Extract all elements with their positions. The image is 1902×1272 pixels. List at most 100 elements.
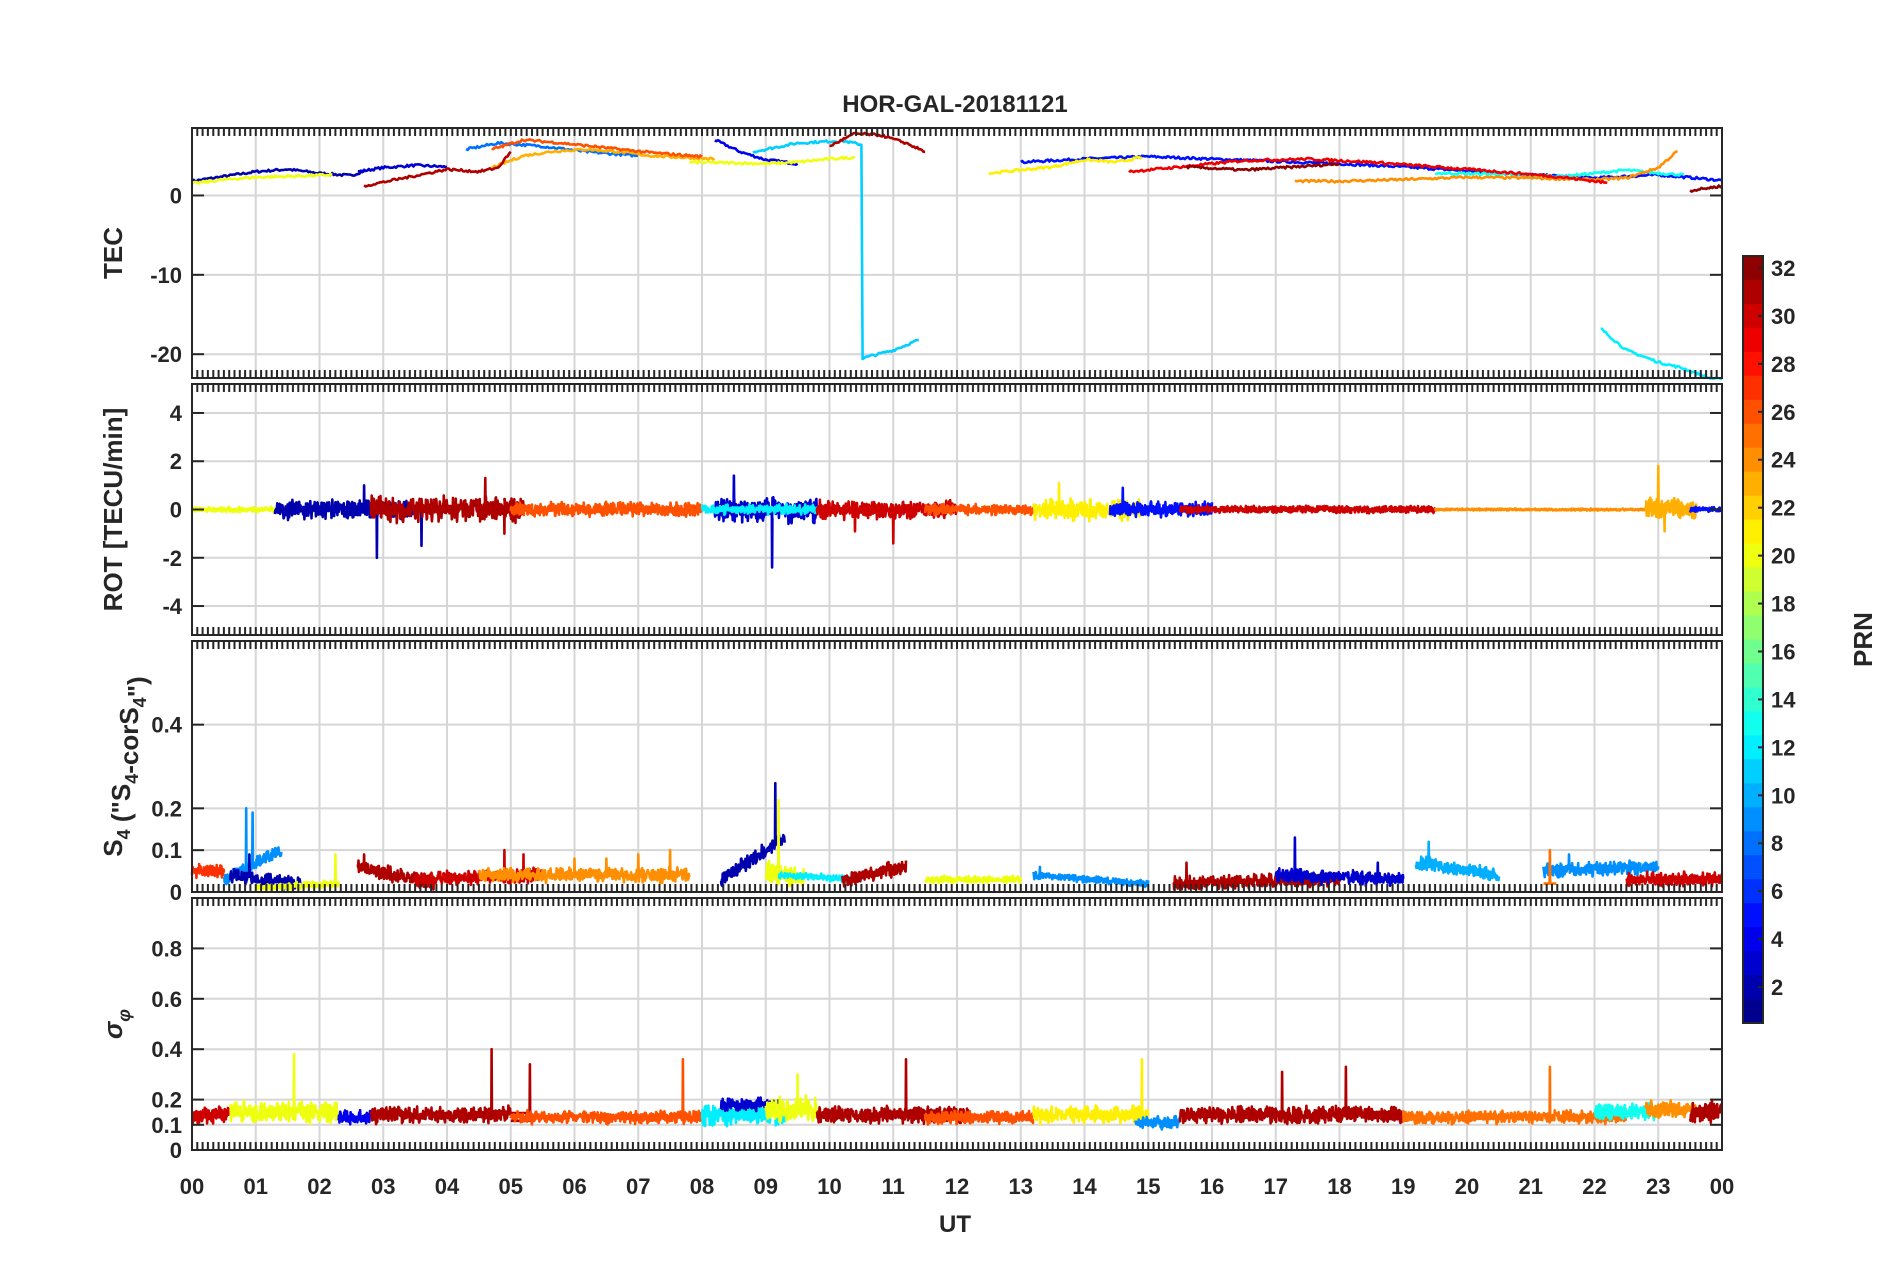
series-line <box>700 502 819 517</box>
y-tick-label: 0.8 <box>151 936 182 961</box>
y-tick-label: 4 <box>170 401 183 426</box>
x-tick-label: 19 <box>1391 1174 1415 1199</box>
colorbar-swatch <box>1743 327 1763 353</box>
colorbar-tick-label: 2 <box>1771 975 1783 1000</box>
colorbar-swatch <box>1743 399 1763 425</box>
series-line <box>924 874 1023 885</box>
x-axis-label: UT <box>939 1211 971 1238</box>
colorbar-swatch <box>1743 807 1763 832</box>
colorbar-swatch <box>1743 711 1763 736</box>
series-line <box>1185 162 1341 172</box>
x-tick-label: 03 <box>371 1174 395 1199</box>
colorbar-swatch <box>1743 495 1763 521</box>
x-tick-label: 07 <box>626 1174 650 1199</box>
colorbar-tick-label: 28 <box>1771 352 1795 377</box>
y-tick-label: 0.1 <box>151 838 182 863</box>
y-tick-label: 0 <box>170 183 182 208</box>
colorbar-tick-label: 12 <box>1771 735 1795 760</box>
y-axis-label: S4 ("S4-corS4") <box>98 676 152 856</box>
colorbar-swatch <box>1743 591 1763 617</box>
colorbar-swatch <box>1743 375 1763 401</box>
series-line <box>1294 149 1679 184</box>
colorbar-swatch <box>1743 687 1763 713</box>
colorbar-swatch <box>1743 879 1763 904</box>
series-line <box>1274 836 1405 888</box>
y-tick-label: 0.6 <box>151 987 182 1012</box>
series-line <box>191 1105 232 1125</box>
colorbar-swatch <box>1743 927 1763 952</box>
series-line <box>988 155 1143 176</box>
series-line <box>1600 327 1723 381</box>
x-tick-label: 21 <box>1519 1174 1543 1199</box>
series-line <box>1032 865 1150 889</box>
colorbar-swatch <box>1743 855 1763 880</box>
colorbar-tick-label: 24 <box>1771 448 1796 473</box>
colorbar-swatch <box>1743 543 1763 569</box>
x-tick-label: 02 <box>307 1174 331 1199</box>
x-axis: 00 01 02 03 04 05 06 07 08 09 10 11 12 13 14 15 16 17 18 19… <box>180 1174 1734 1199</box>
colorbar-tick-label: 18 <box>1771 592 1795 617</box>
x-tick-label: 08 <box>690 1174 714 1199</box>
series-line <box>465 140 639 158</box>
series-line <box>413 848 544 889</box>
colorbar-tick-label: 4 <box>1771 927 1784 952</box>
series-line <box>1178 504 1437 515</box>
colorbar-frame <box>1742 255 1764 1024</box>
colorbar-tick-label: 6 <box>1771 879 1783 904</box>
y-tick-label: -2 <box>162 546 182 571</box>
colorbar-swatch <box>1743 256 1763 281</box>
series-line <box>1032 1058 1150 1126</box>
colorbar-swatch <box>1743 951 1763 976</box>
y-tick-label: -4 <box>162 594 182 619</box>
y-axis-label: ROT [TECU/min] <box>98 408 128 612</box>
colorbar-swatch <box>1743 999 1763 1024</box>
y-tick-label: 2 <box>170 449 182 474</box>
panel-rot: -4 -2 0 2 4 ROT [TECU/min] <box>98 383 1724 636</box>
series-line <box>1625 870 1724 888</box>
series-line <box>923 1109 1035 1126</box>
colorbar-tick-label: 26 <box>1771 400 1795 425</box>
colorbar-swatch <box>1743 279 1763 305</box>
colorbar-swatch <box>1743 303 1763 329</box>
series-line <box>1689 184 1723 193</box>
colorbar-tick-label: 14 <box>1771 687 1796 712</box>
series-line <box>1433 507 1660 512</box>
series-line <box>764 1073 818 1123</box>
colorbar-swatch <box>1743 831 1763 856</box>
y-axis-label: σφ <box>98 1009 134 1039</box>
x-minor-ticks <box>191 128 1723 378</box>
x-minor-ticks <box>191 384 1723 635</box>
x-minor-ticks <box>191 641 1723 892</box>
series-line <box>369 1047 532 1126</box>
x-tick-label: 16 <box>1200 1174 1224 1199</box>
series-line <box>1402 1065 1628 1126</box>
y-tick-label: 0 <box>170 1138 182 1163</box>
series-line <box>363 150 512 188</box>
series-line <box>719 781 787 888</box>
y-tick-label: 0.4 <box>151 1037 182 1062</box>
y-tick-label: 0.4 <box>151 713 182 738</box>
series-line <box>491 147 716 169</box>
colorbar-swatch <box>1743 471 1763 497</box>
panel-s4: 0 0.1 0.2 0.4S4 ("S4-corS4") <box>98 640 1724 905</box>
y-tick-label: 0 <box>170 498 182 523</box>
series-line <box>688 155 856 166</box>
colorbar-tick-label: 32 <box>1771 256 1795 281</box>
colorbar-swatch <box>1743 423 1763 449</box>
series-line <box>509 1058 704 1126</box>
x-tick-label: 00 <box>180 1174 204 1199</box>
y-tick-label: -20 <box>150 342 182 367</box>
series-line <box>1414 840 1501 882</box>
x-tick-label: 11 <box>882 1174 905 1199</box>
y-tick-label: 0.2 <box>151 1088 182 1113</box>
colorbar-tick-label: 10 <box>1771 783 1795 808</box>
series-line <box>1644 1099 1698 1120</box>
x-tick-label: 01 <box>244 1174 268 1199</box>
series-line <box>1644 464 1698 533</box>
x-minor-ticks <box>191 898 1723 1150</box>
series-line <box>1688 1100 1724 1124</box>
series-line <box>1542 853 1660 879</box>
y-tick-label: 0.2 <box>151 796 182 821</box>
colorbar-swatch <box>1743 567 1763 593</box>
